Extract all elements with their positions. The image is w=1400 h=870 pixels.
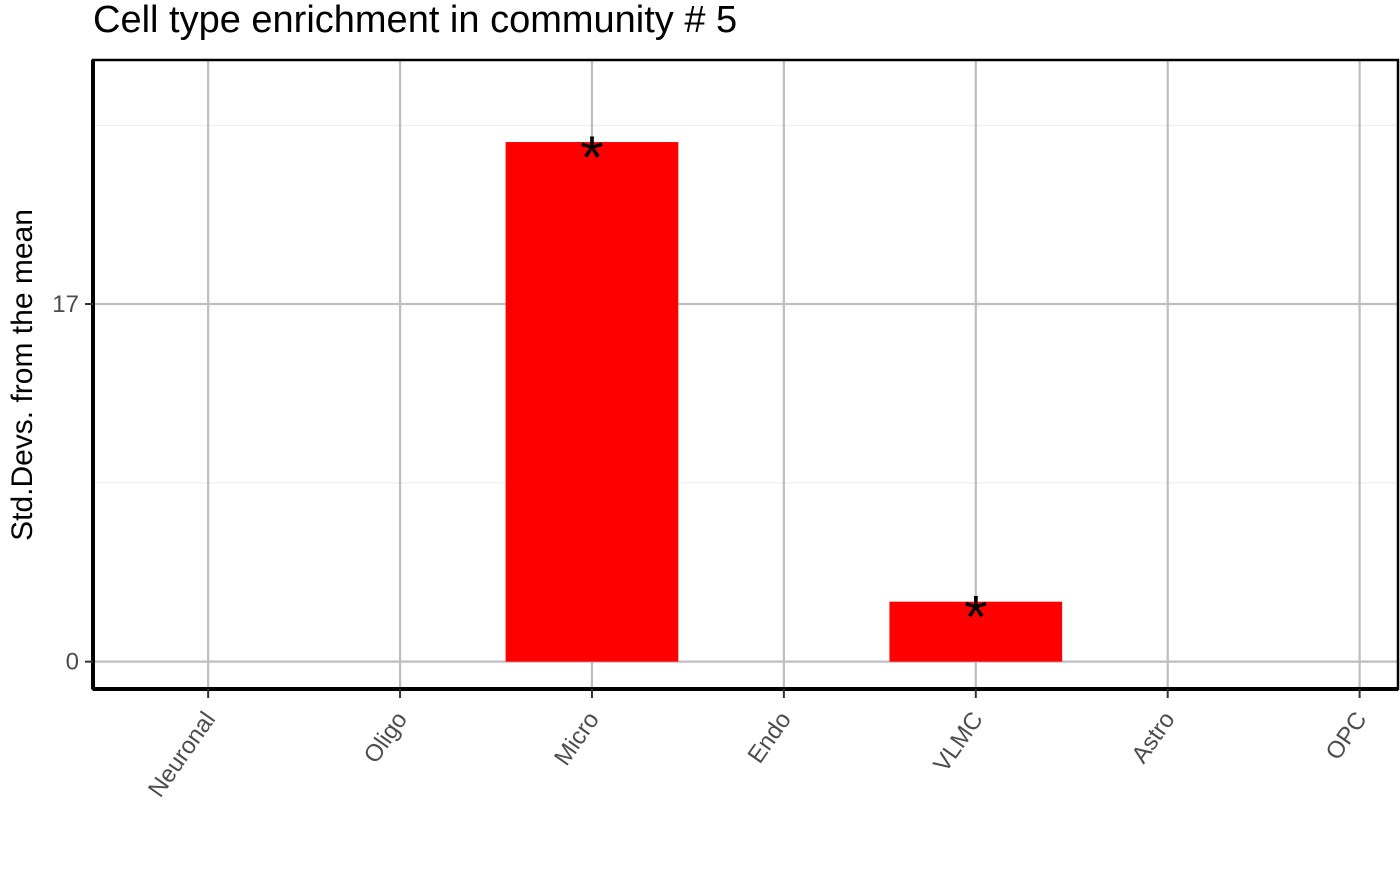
significance-marker-vlmc: * [964,584,987,651]
bar-vlmc [889,601,1063,662]
y-tick-labels: 0 17 [52,291,93,676]
y-axis-title: Std.Devs. from the mean [6,209,39,541]
bars [505,142,1063,662]
grid-lines [93,60,1398,689]
bar-micro [505,142,679,662]
y-tick-label: 17 [52,291,79,318]
axes [91,58,1400,691]
y-tick-label: 0 [66,649,79,676]
significance-markers: ** [580,124,987,651]
chart-title: Cell type enrichment in community # 5 [93,0,737,41]
significance-marker-micro: * [580,124,603,191]
